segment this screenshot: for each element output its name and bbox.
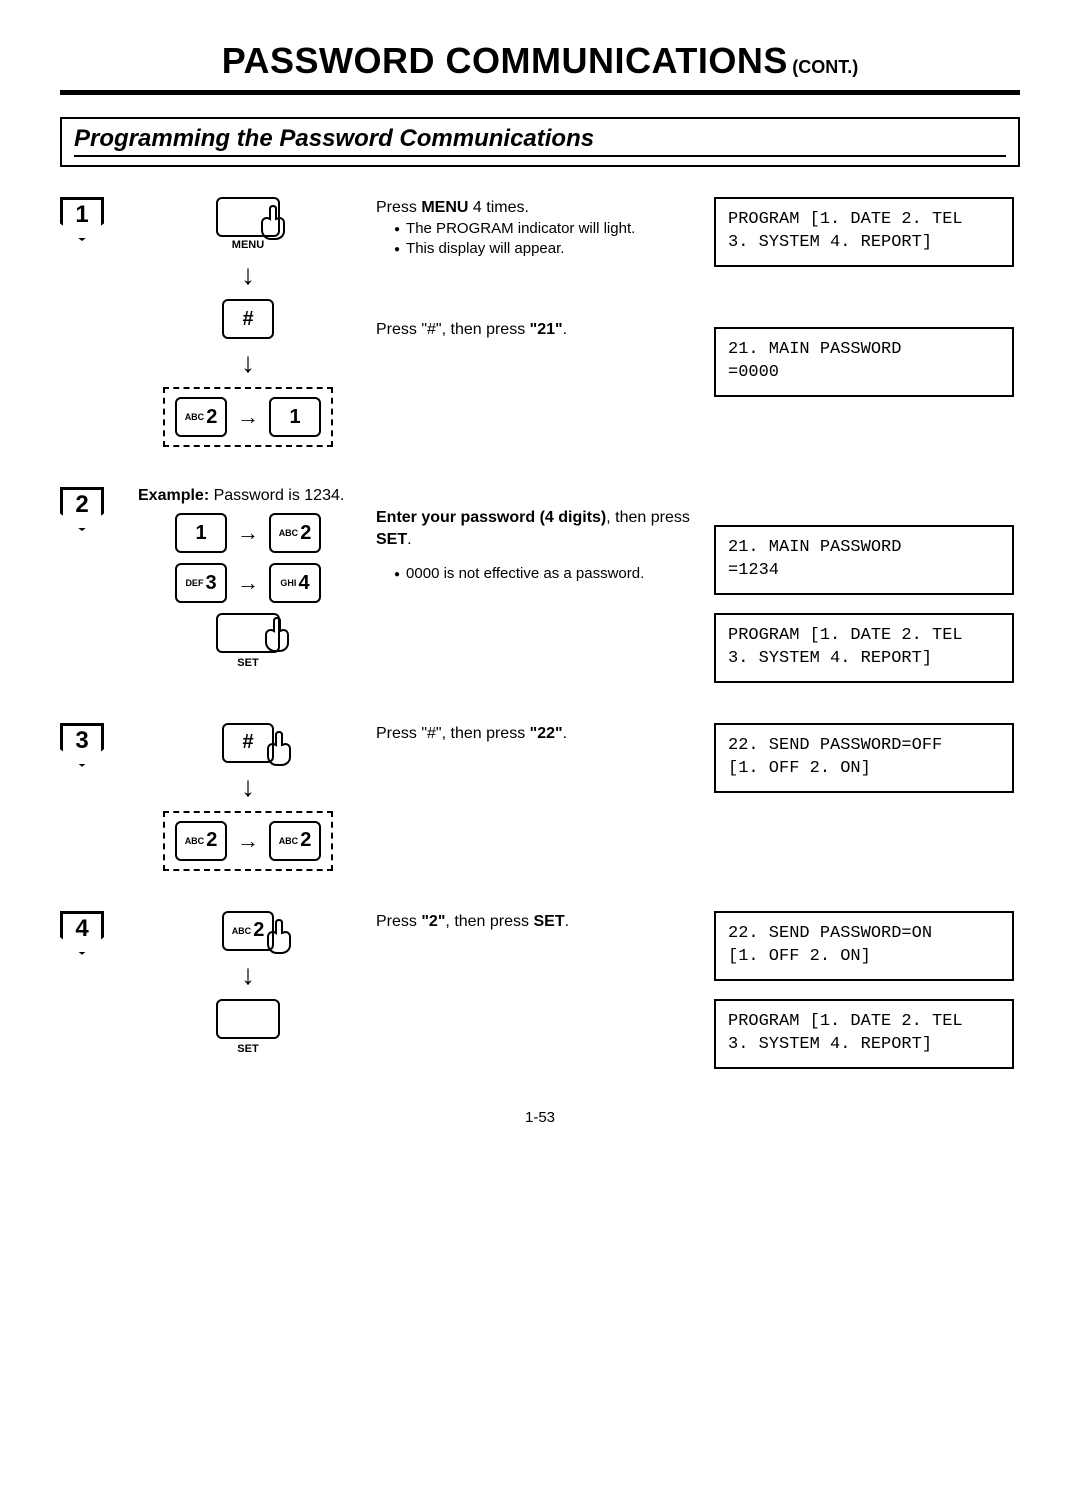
page-title: PASSWORD COMMUNICATIONS (CONT.) [60,40,1020,82]
section-title: Programming the Password Communications [74,125,1006,157]
step-2-buttons: Example: Password is 1234. 1 → ABC2 DEF3… [138,487,358,669]
title-main: PASSWORD COMMUNICATIONS [222,40,788,81]
key-1: 1 [175,513,227,553]
set-key-group: SET [216,613,280,669]
press-hand-icon [258,727,302,771]
instr-text-b: Press "#", then press "21". [376,319,696,341]
lcd-display: 21. MAIN PASSWORD =1234 [714,525,1014,595]
instr-text: Enter your password (4 digits), then pre… [376,507,696,550]
step-number-4: 4 [60,911,104,955]
hash-key: # [222,299,274,339]
lcd-display: PROGRAM [1. DATE 2. TEL 3. SYSTEM 4. REP… [714,999,1014,1069]
key-4: GHI4 [269,563,321,603]
step-3-buttons: # ↓ ABC2 → ABC2 [138,723,358,871]
section-header-box: Programming the Password Communications [60,117,1020,167]
page-number: 1-53 [60,1109,1020,1126]
lcd-display: PROGRAM [1. DATE 2. TEL 3. SYSTEM 4. REP… [714,613,1014,683]
set-key-group: SET [216,999,280,1055]
step-4-displays: 22. SEND PASSWORD=ON [1. OFF 2. ON] PROG… [714,911,1014,1069]
title-cont: (CONT.) [792,57,858,77]
arrow-right-icon: → [237,828,259,854]
step-4-buttons: ABC2 ↓ SET [138,911,358,1055]
press-hand-icon [256,613,300,657]
step-1-displays: PROGRAM [1. DATE 2. TEL 3. SYSTEM 4. REP… [714,197,1014,397]
step-2-instructions: Enter your password (4 digits), then pre… [376,487,696,584]
lcd-display: PROGRAM [1. DATE 2. TEL 3. SYSTEM 4. REP… [714,197,1014,267]
arrow-down-icon: ↓ [241,961,255,989]
step-3: 3 # ↓ ABC2 → ABC2 Press "#", then press … [60,723,1020,871]
instr-bullet: The PROGRAM indicator will light. [394,219,696,239]
step-number-1: 1 [60,197,104,241]
lcd-display: 22. SEND PASSWORD=OFF [1. OFF 2. ON] [714,723,1014,793]
set-key [216,999,280,1039]
instr-text: Press "#", then press "22". [376,723,696,745]
instr-text: Press "2", then press SET. [376,911,696,933]
set-key-label: SET [237,657,258,669]
key-1: 1 [269,397,321,437]
press-hand-icon [252,201,296,245]
arrow-right-icon: → [237,520,259,546]
key-sequence-box: ABC2 → ABC2 [163,811,333,871]
step-number-2: 2 [60,487,104,531]
step-3-displays: 22. SEND PASSWORD=OFF [1. OFF 2. ON] [714,723,1014,793]
step-3-instructions: Press "#", then press "22". [376,723,696,745]
press-hand-icon [258,915,302,959]
key-2: ABC2 [175,821,227,861]
title-rule [60,90,1020,95]
step-2: 2 Example: Password is 1234. 1 → ABC2 DE… [60,487,1020,683]
key-3: DEF3 [175,563,227,603]
arrow-down-icon: ↓ [241,349,255,377]
key-2: ABC2 [269,513,321,553]
instr-bullet: 0000 is not effective as a password. [394,564,696,584]
instr-text: Press MENU 4 times. [376,197,696,219]
key-2: ABC2 [175,397,227,437]
step-1-instructions: Press MENU 4 times. The PROGRAM indicato… [376,197,696,341]
example-line: Example: Password is 1234. [138,487,358,505]
step-2-displays: 21. MAIN PASSWORD =1234 PROGRAM [1. DATE… [714,487,1014,683]
instr-bullet: This display will appear. [394,239,696,259]
lcd-display: 21. MAIN PASSWORD =0000 [714,327,1014,397]
arrow-right-icon: → [237,404,259,430]
step-number-3: 3 [60,723,104,767]
key-2: ABC2 [269,821,321,861]
step-1-buttons: MENU ↓ # ↓ ABC2 → 1 [138,197,358,447]
key-sequence-box: ABC2 → 1 [163,387,333,447]
lcd-display: 22. SEND PASSWORD=ON [1. OFF 2. ON] [714,911,1014,981]
arrow-right-icon: → [237,570,259,596]
arrow-down-icon: ↓ [241,261,255,289]
step-4: 4 ABC2 ↓ SET Press "2", then press SET. … [60,911,1020,1069]
arrow-down-icon: ↓ [241,773,255,801]
step-4-instructions: Press "2", then press SET. [376,911,696,933]
keypad-sequence: 1 → ABC2 DEF3 → GHI4 [175,513,321,603]
set-key-label: SET [237,1043,258,1055]
step-1: 1 MENU ↓ # ↓ ABC2 → 1 Press MENU 4 times… [60,197,1020,447]
